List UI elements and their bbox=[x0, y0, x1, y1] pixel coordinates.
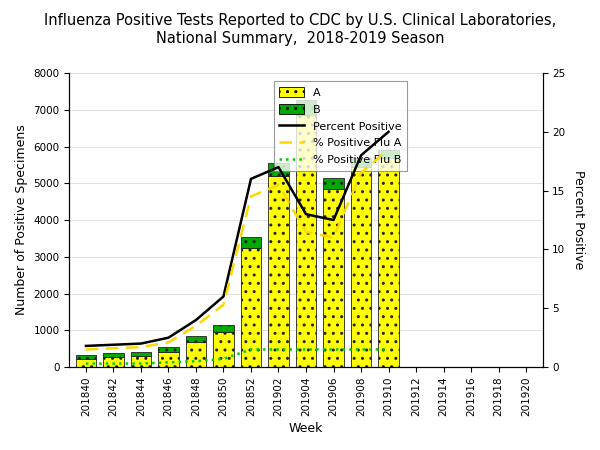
Bar bbox=[323, 189, 344, 367]
Bar bbox=[378, 150, 399, 158]
Legend: A, B, Percent Positive, % Positive Flu A, % Positive Flu B: A, B, Percent Positive, % Positive Flu A… bbox=[274, 81, 407, 171]
Bar bbox=[323, 178, 344, 189]
Bar bbox=[76, 359, 96, 367]
Bar bbox=[158, 351, 179, 367]
Bar bbox=[103, 354, 124, 357]
Bar bbox=[185, 342, 206, 367]
Bar bbox=[213, 325, 234, 332]
Bar bbox=[241, 237, 261, 248]
Bar bbox=[131, 351, 151, 356]
Bar bbox=[268, 176, 289, 367]
Bar bbox=[103, 357, 124, 367]
Bar bbox=[241, 248, 261, 367]
Bar bbox=[158, 347, 179, 351]
Bar bbox=[296, 115, 316, 367]
Bar bbox=[213, 332, 234, 367]
Bar bbox=[350, 158, 371, 167]
Text: Influenza Positive Tests Reported to CDC by U.S. Clinical Laboratories,
National: Influenza Positive Tests Reported to CDC… bbox=[44, 14, 556, 46]
Bar bbox=[296, 100, 316, 115]
Y-axis label: Number of Positive Specimens: Number of Positive Specimens bbox=[15, 125, 28, 315]
Bar bbox=[76, 356, 96, 359]
Bar bbox=[131, 356, 151, 367]
Y-axis label: Percent Positive: Percent Positive bbox=[572, 171, 585, 270]
Bar bbox=[378, 158, 399, 367]
X-axis label: Week: Week bbox=[289, 422, 323, 435]
Bar bbox=[350, 167, 371, 367]
Bar bbox=[268, 163, 289, 176]
Bar bbox=[185, 336, 206, 342]
